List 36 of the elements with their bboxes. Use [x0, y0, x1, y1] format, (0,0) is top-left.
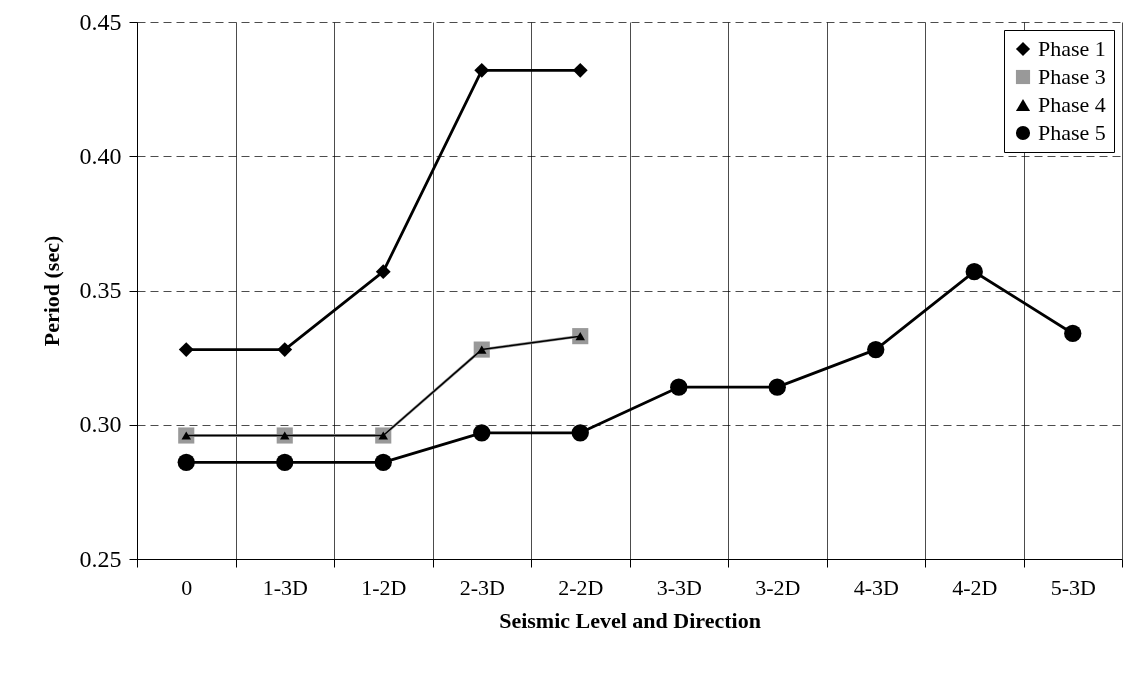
point	[1064, 324, 1082, 343]
legend-label: Phase 4	[1038, 92, 1106, 117]
x-tick-label: 1-2D	[361, 574, 407, 600]
x-tick-label: 5-3D	[1050, 574, 1096, 600]
point	[473, 424, 491, 442]
point	[571, 424, 589, 442]
point	[177, 453, 195, 471]
x-axis-title: Seismic Level and Direction	[499, 607, 761, 633]
legend-label: Phase 1	[1038, 36, 1106, 61]
x-tick-label: 2-2D	[558, 574, 604, 600]
point	[374, 453, 392, 471]
y-tick-label: 0.35	[79, 277, 122, 303]
x-tick-label: 0	[181, 574, 193, 600]
x-tick-label: 3-3D	[656, 574, 702, 600]
y-axis-title: Period (sec)	[38, 235, 64, 347]
y-tick-label: 0.40	[79, 142, 122, 169]
point	[572, 62, 588, 78]
point	[277, 342, 293, 357]
y-tick-label: 0.45	[79, 8, 122, 35]
legend-label: Phase 3	[1038, 64, 1106, 89]
point	[965, 263, 983, 281]
x-tick-label: 3-2D	[755, 574, 801, 600]
point	[474, 62, 490, 78]
x-tick-label: 4-3D	[853, 574, 899, 600]
point	[178, 342, 194, 357]
x-tick-label: 1-3D	[262, 574, 308, 600]
point	[670, 378, 688, 396]
y-tick-label: 0.25	[79, 545, 122, 572]
x-tick-label: 4-2D	[952, 574, 998, 600]
legend-label: Phase 5	[1038, 120, 1106, 145]
point	[375, 264, 391, 280]
y-tick-label: 0.30	[79, 411, 122, 438]
point	[867, 340, 885, 359]
point	[768, 378, 786, 396]
x-tick-label: 2-3D	[459, 574, 505, 600]
point	[276, 453, 294, 471]
